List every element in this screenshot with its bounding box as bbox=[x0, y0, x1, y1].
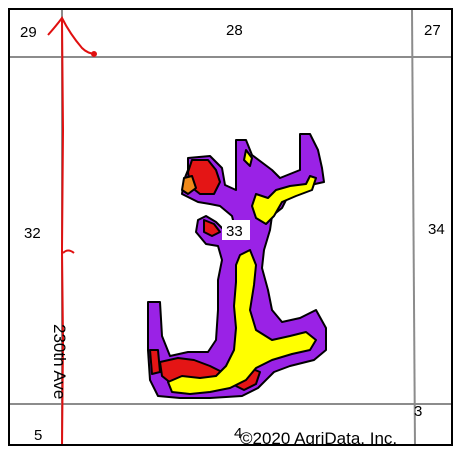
section-label-33: 33 bbox=[226, 223, 243, 240]
field-zone-yellow-upper bbox=[251, 175, 317, 225]
map-frame: 29 28 27 32 33 34 5 4 3 230th Ave ©2020 … bbox=[8, 8, 453, 446]
section-label-28: 28 bbox=[226, 22, 243, 39]
section-label-5: 5 bbox=[34, 427, 42, 444]
annotation-dot bbox=[91, 51, 97, 57]
section-line-right bbox=[411, 10, 416, 444]
red-annotations bbox=[47, 16, 97, 444]
section-label-33-bg bbox=[222, 220, 250, 240]
field-zone-red-mid bbox=[203, 219, 221, 237]
map-canvas: 29 28 27 32 33 34 5 4 3 230th Ave ©2020 … bbox=[10, 10, 451, 446]
field-boundary bbox=[147, 133, 327, 399]
field-zone-red-left bbox=[149, 349, 161, 375]
annotation-top-curve bbox=[47, 16, 97, 55]
section-label-4: 4 bbox=[234, 425, 242, 442]
road-label: 230th Ave bbox=[50, 324, 69, 399]
section-labels: 29 28 27 32 33 34 5 4 3 bbox=[20, 22, 445, 444]
annotation-tick-32 bbox=[62, 249, 75, 254]
field-zone-yellow-main bbox=[167, 249, 317, 395]
field-zone-orange bbox=[181, 175, 197, 195]
section-label-34: 34 bbox=[428, 221, 445, 238]
field-zone-yellow-top bbox=[243, 149, 253, 167]
copyright-credit: ©2020 AgriData, Inc. bbox=[240, 429, 397, 446]
annotation-vertical-line bbox=[60, 19, 65, 444]
section-label-3: 3 bbox=[414, 403, 422, 420]
section-label-32: 32 bbox=[24, 225, 41, 242]
section-label-27: 27 bbox=[424, 22, 441, 39]
section-label-29: 29 bbox=[20, 24, 37, 41]
